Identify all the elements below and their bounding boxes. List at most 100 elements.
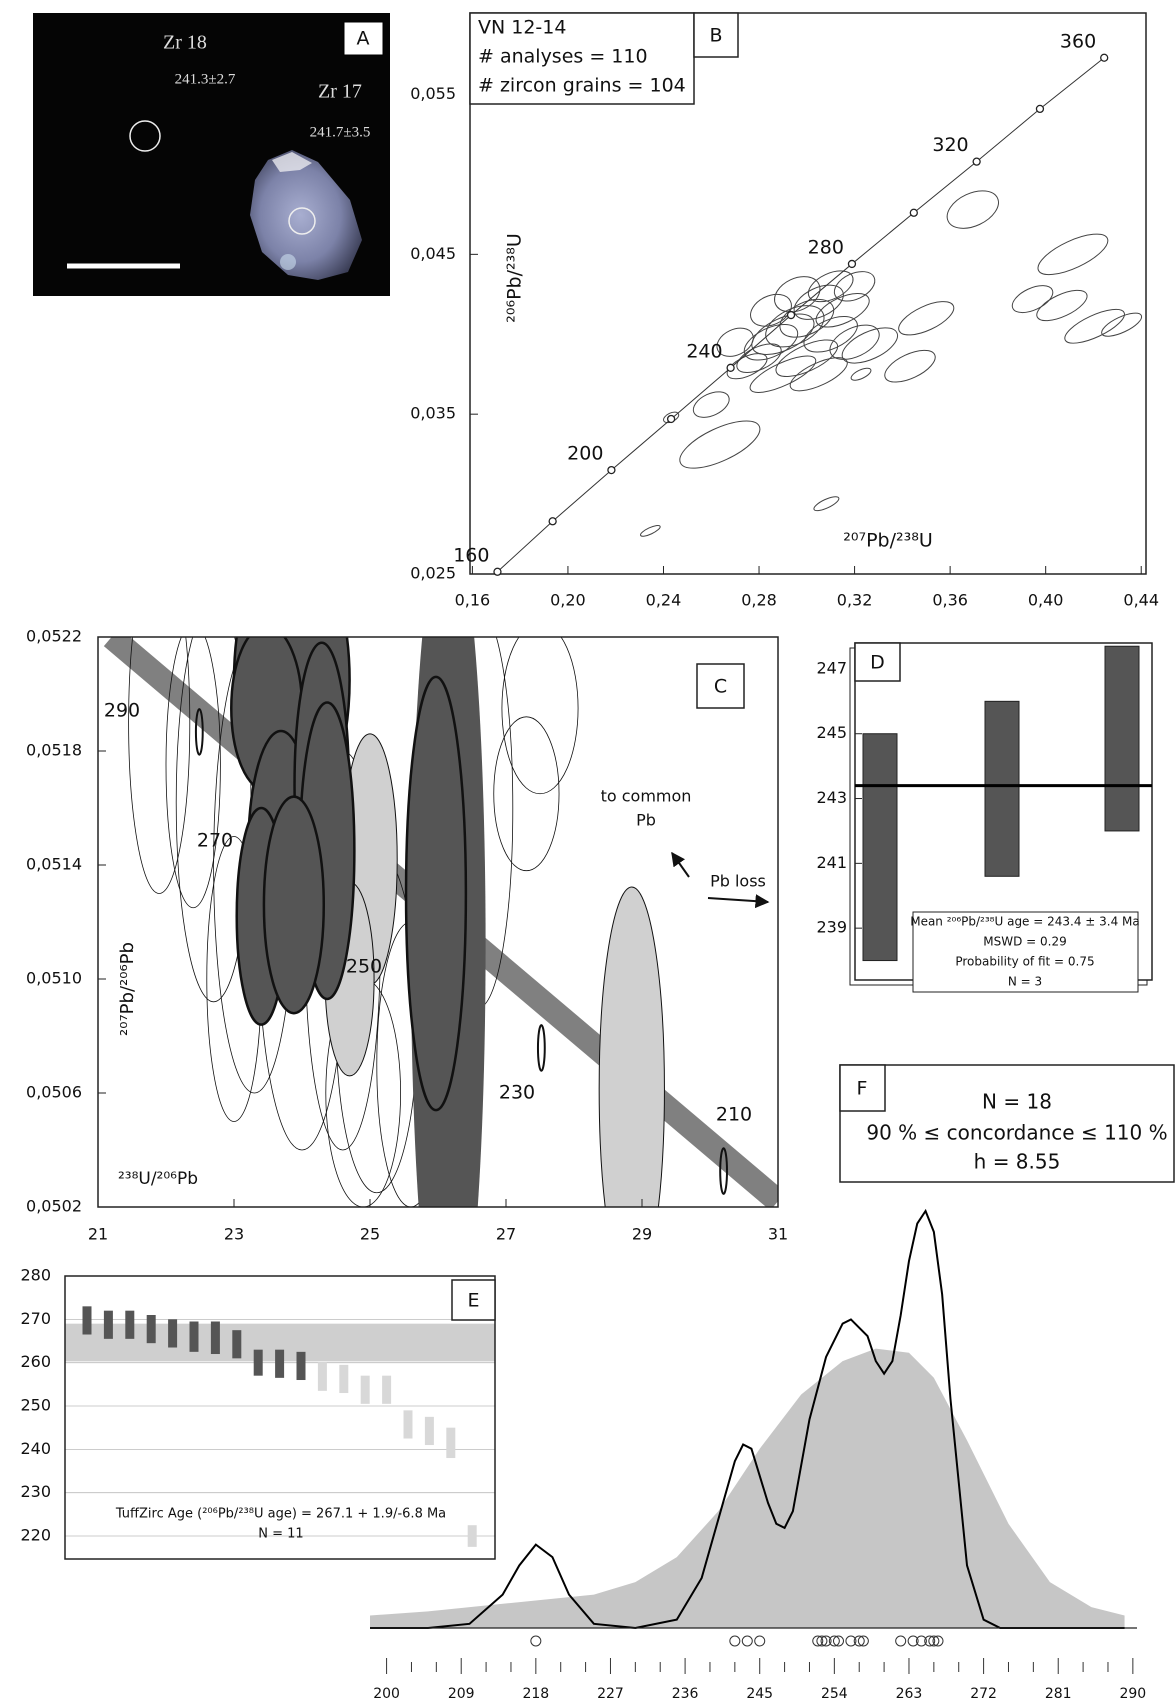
panel-label-box <box>839 1064 886 1112</box>
stats-line: N = 3 <box>1008 975 1042 989</box>
x-tick-label: 31 <box>768 1225 788 1244</box>
concordia-age-label: 160 <box>453 544 489 566</box>
error-ellipse <box>850 367 872 381</box>
x-tick-label: 227 <box>597 1686 624 1702</box>
x-tick-label: 0,28 <box>741 591 777 610</box>
error-ellipse <box>262 795 326 1015</box>
error-ellipse <box>774 276 821 313</box>
panel-label: E <box>467 1290 479 1312</box>
error-ellipse <box>598 886 665 1207</box>
y-tick-label: 239 <box>816 918 847 937</box>
y-tick-label: 260 <box>20 1352 51 1371</box>
x-tick-label: 0,44 <box>1123 591 1159 610</box>
spot-name: Zr 17 <box>318 81 362 103</box>
density-line <box>370 1208 1125 1630</box>
concordia-age-label: 270 <box>197 830 233 852</box>
title-line: # analyses = 110 <box>478 46 648 68</box>
x-tick-label: 254 <box>821 1686 848 1702</box>
spot-circle <box>129 120 161 152</box>
ellipse-group <box>497 57 1143 573</box>
y-tick-label: 0,0506 <box>26 1083 82 1102</box>
info-line: h = 8.55 <box>974 1150 1061 1174</box>
concordia-age-label: 210 <box>716 1104 752 1126</box>
x-tick-label: 0,24 <box>646 591 682 610</box>
y-tick-label: 240 <box>20 1439 51 1458</box>
age-bar <box>360 1375 370 1404</box>
age-bar <box>232 1330 242 1359</box>
error-ellipse <box>946 190 999 229</box>
concordia-age-point <box>786 310 796 320</box>
error-ellipse <box>194 708 204 756</box>
concordia-age-point <box>1035 104 1045 114</box>
y-tick-label: 0,0518 <box>26 741 82 760</box>
x-axis-label: ²⁰⁷Pb/²³⁸U <box>843 530 933 552</box>
y-axis-label: ²⁰⁶Pb/²³⁸U <box>504 233 526 323</box>
stats-line: N = 11 <box>258 1527 303 1542</box>
x-tick-label: 218 <box>522 1686 549 1702</box>
error-ellipse <box>803 315 858 353</box>
annotation: to common <box>601 787 692 806</box>
data-point <box>816 1635 828 1647</box>
spot-age: 241.7±3.5 <box>310 124 371 140</box>
error-ellipse <box>833 271 876 302</box>
error-ellipse <box>829 324 880 360</box>
concordia-age-point <box>548 517 557 526</box>
error-ellipse <box>898 301 955 336</box>
error-ellipse <box>493 716 560 872</box>
age-bar <box>125 1310 135 1339</box>
age-bar <box>467 1525 477 1547</box>
error-ellipse <box>536 1024 546 1072</box>
error-ellipse <box>692 391 730 418</box>
data-point <box>895 1635 907 1647</box>
annotation: Pb <box>636 811 656 830</box>
arrow <box>671 851 690 878</box>
concordia-age-point <box>666 414 676 424</box>
data-point <box>741 1635 753 1647</box>
y-axis-label: ²⁰⁷Pb/²⁰⁶Pb <box>117 942 138 1036</box>
panel-label-box <box>693 12 739 58</box>
error-ellipse <box>1037 233 1109 276</box>
title-line: # zircon grains = 104 <box>478 75 686 97</box>
error-ellipse <box>1101 312 1143 337</box>
error-ellipse <box>165 637 221 909</box>
concordia-age-point <box>1100 53 1109 62</box>
concordia-age-label: 240 <box>686 340 722 362</box>
y-tick-label: 0,025 <box>410 564 456 583</box>
error-bar <box>984 700 1020 877</box>
error-ellipse <box>716 327 754 357</box>
error-ellipse <box>1011 285 1054 314</box>
y-tick-label: 0,035 <box>410 404 456 423</box>
age-bar <box>382 1375 392 1404</box>
y-tick-label: 220 <box>20 1526 51 1545</box>
age-bar <box>189 1321 199 1352</box>
data-point <box>907 1635 919 1647</box>
concordia-age-point <box>493 567 502 576</box>
error-ellipse <box>765 305 825 348</box>
x-tick-label: 263 <box>896 1686 923 1702</box>
spot-circle <box>288 207 316 235</box>
y-tick-label: 0,0514 <box>26 855 82 874</box>
info-line: 90 % ≤ concordance ≤ 110 % <box>866 1121 1167 1145</box>
x-tick-label: 0,20 <box>550 591 586 610</box>
y-tick-label: 250 <box>20 1396 51 1415</box>
data-point <box>915 1635 927 1647</box>
grain-highlight <box>280 254 296 270</box>
x-tick-label: 0,36 <box>932 591 968 610</box>
data-point <box>754 1635 766 1647</box>
panel-label: F <box>857 1078 868 1100</box>
data-point <box>853 1635 865 1647</box>
error-ellipse <box>1036 289 1088 322</box>
error-ellipse <box>679 420 761 469</box>
annotation: Pb loss <box>710 872 766 891</box>
age-bar <box>82 1306 92 1335</box>
x-axis-label: ²³⁸U/²⁰⁶Pb <box>118 1169 198 1189</box>
x-tick-label: 272 <box>970 1686 997 1702</box>
age-bar <box>424 1416 434 1446</box>
data-point <box>928 1635 940 1647</box>
data-point <box>530 1635 542 1647</box>
panel-label-box <box>451 1279 496 1321</box>
info-box: F N = 18 90 % ≤ concordance ≤ 110 % h = … <box>839 1064 1175 1183</box>
age-bar <box>210 1321 220 1355</box>
concordia-age-point <box>972 157 981 166</box>
